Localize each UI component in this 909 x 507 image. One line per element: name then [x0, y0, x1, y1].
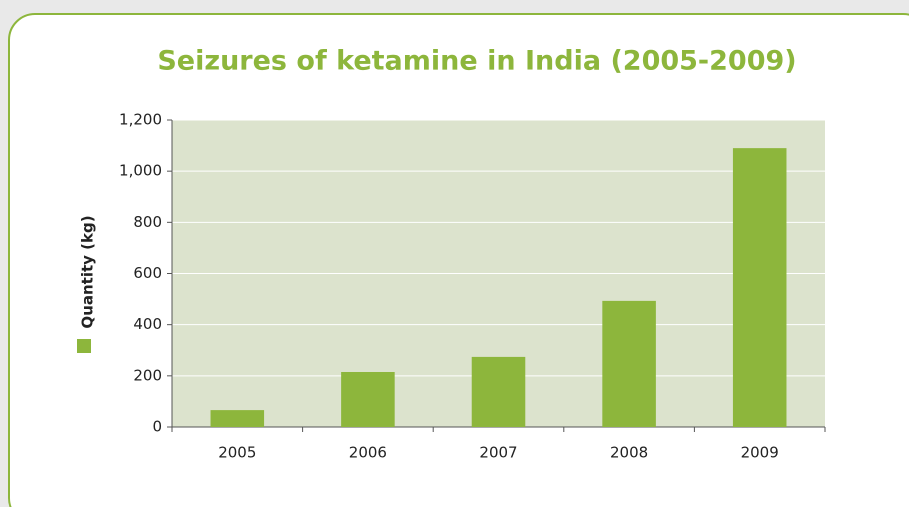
y-tick-label: 1,200 [119, 111, 162, 129]
y-axis-label: Quantity (kg) [79, 215, 97, 328]
bar [732, 148, 787, 427]
bar [210, 410, 265, 427]
y-tick-label: 400 [133, 315, 162, 333]
y-tick-label: 200 [133, 366, 162, 384]
x-tick-label: 2009 [741, 444, 779, 462]
y-tick-label: 1,000 [119, 162, 162, 180]
y-tick-label: 800 [133, 213, 162, 231]
x-tick-label: 2008 [610, 444, 648, 462]
bar [341, 371, 395, 427]
legend-swatch [77, 339, 91, 353]
y-tick-label: 0 [152, 418, 162, 436]
x-tick-label: 2005 [218, 444, 256, 462]
bar [602, 300, 656, 427]
bar [471, 356, 526, 427]
chart-title: Seizures of ketamine in India (2005-2009… [157, 46, 796, 77]
x-tick-label: 2007 [479, 444, 517, 462]
x-tick-label: 2006 [349, 444, 387, 462]
y-tick-label: 600 [133, 264, 162, 282]
